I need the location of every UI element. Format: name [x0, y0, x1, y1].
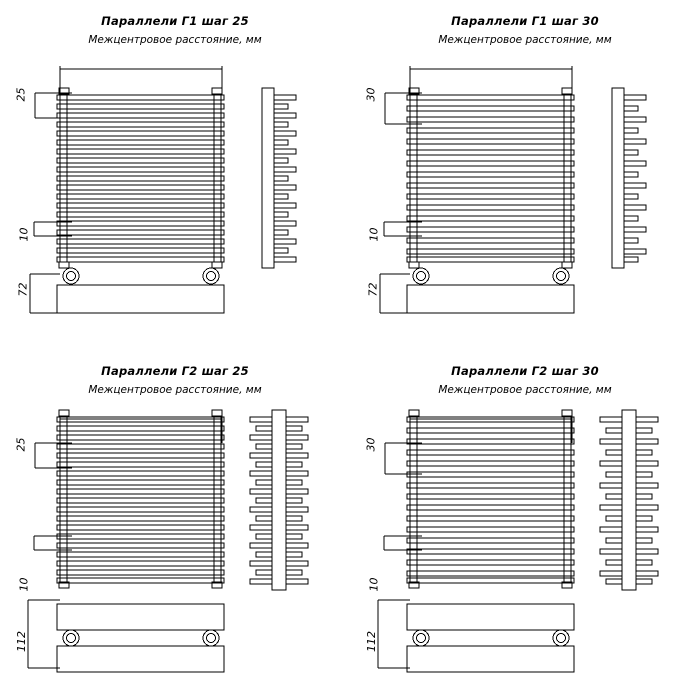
- panel-title: Параллели Г2 шаг 25: [101, 364, 249, 378]
- top-view: [56, 267, 225, 314]
- dimension-lines-depth: [377, 599, 410, 669]
- front-view-fins: [406, 416, 575, 584]
- dimension-lines-depth: [27, 599, 60, 669]
- panel-title: Параллели Г2 шаг 30: [451, 364, 599, 378]
- drawing-canvas-g2-step-30: [350, 350, 700, 700]
- dimension-lines-top: [34, 416, 223, 469]
- panel-subtitle: Межцентровое расстояние, мм: [88, 384, 262, 396]
- side-view: [611, 87, 647, 269]
- dimension-lines-lower: [33, 221, 72, 237]
- panel-g1-step-30: Параллели Г1 шаг 30 Межцентровое расстоя…: [350, 0, 700, 350]
- dimension-lines-depth: [29, 273, 60, 314]
- front-view-fins: [56, 94, 225, 263]
- panel-g2-step-30: Параллели Г2 шаг 30 Межцентровое расстоя…: [350, 350, 700, 700]
- panel-subtitle: Межцентровое расстояние, мм: [438, 34, 612, 46]
- panel-g2-step-25: Параллели Г2 шаг 25 Межцентровое расстоя…: [0, 350, 350, 700]
- front-view-fins: [56, 416, 225, 584]
- side-view: [599, 409, 659, 591]
- dimension-lines-depth: [379, 273, 410, 314]
- dimension-lines-top: [34, 66, 223, 119]
- panel-g1-step-25: Параллели Г1 шаг 25 Межцентровое расстоя…: [0, 0, 350, 350]
- side-view: [261, 87, 297, 269]
- top-view: [406, 603, 575, 673]
- dimension-lines-top: [384, 416, 573, 475]
- drawing-canvas-g1-step-30: [350, 0, 700, 350]
- top-view: [56, 603, 225, 673]
- front-view-frame: [58, 409, 223, 589]
- top-view: [406, 267, 575, 314]
- panel-subtitle: Межцентровое расстояние, мм: [88, 34, 262, 46]
- dimension-lines-lower: [33, 535, 72, 551]
- front-view-frame: [408, 87, 573, 269]
- panel-title: Параллели Г1 шаг 25: [101, 14, 249, 28]
- drawing-canvas-g2-step-25: [0, 350, 350, 700]
- front-view-fins: [406, 94, 575, 263]
- dimension-lines-lower: [383, 535, 422, 551]
- side-view: [249, 409, 309, 591]
- panel-subtitle: Межцентровое расстояние, мм: [438, 384, 612, 396]
- drawing-canvas-g1-step-25: [0, 0, 350, 350]
- dimension-lines-lower: [383, 221, 422, 237]
- panel-title: Параллели Г1 шаг 30: [451, 14, 599, 28]
- front-view-frame: [58, 87, 223, 269]
